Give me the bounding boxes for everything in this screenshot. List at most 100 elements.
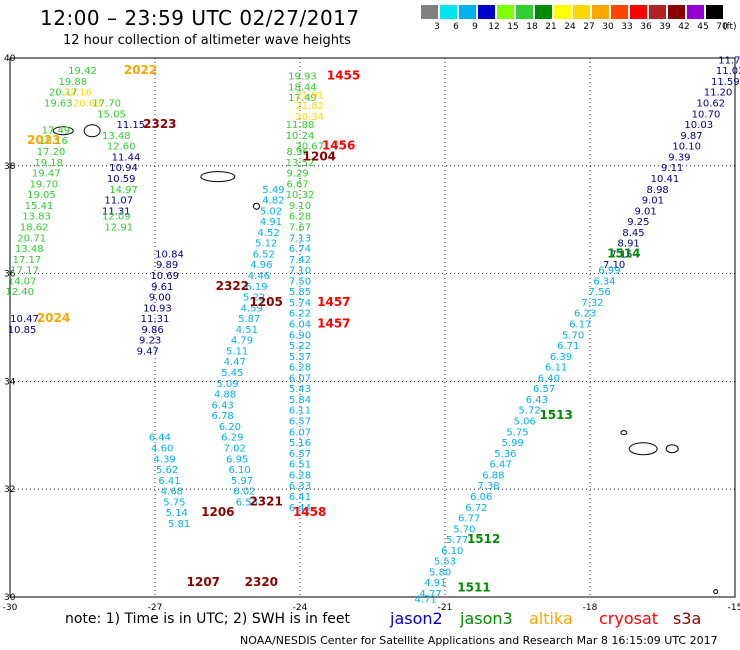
- legend-label: 24: [564, 22, 576, 32]
- legend-label: 33: [621, 22, 633, 32]
- swh-value: 18.62: [20, 222, 49, 233]
- legend-unit: (ft): [723, 22, 737, 32]
- legend-swatch: [630, 5, 647, 19]
- swh-value: 6.11: [289, 406, 311, 417]
- swh-value: 6.07: [289, 427, 311, 438]
- swh-value: 6.39: [550, 352, 572, 363]
- swh-value: 20.17: [49, 88, 78, 99]
- swh-value: 9.11: [661, 163, 683, 174]
- swh-value: 5.43: [289, 384, 311, 395]
- swh-value: 6.04: [289, 320, 311, 331]
- legend-label: 12: [488, 22, 500, 32]
- swh-value: 10.84: [155, 249, 184, 260]
- swh-value: 7.15: [610, 249, 632, 260]
- legend-label: 42: [678, 22, 690, 32]
- swh-value: 5.36: [494, 449, 516, 460]
- swh-value: 10.94: [109, 163, 138, 174]
- lon-label: -30: [3, 603, 18, 613]
- swh-value: 9.01: [642, 196, 664, 207]
- sat-label-altika: altika: [529, 609, 573, 628]
- swh-value: 6.77: [458, 514, 480, 525]
- swh-value: 10.62: [697, 99, 726, 110]
- swh-value: 7.02: [224, 443, 246, 454]
- legend-label: 18: [526, 22, 538, 32]
- swh-value: 15.05: [97, 109, 126, 120]
- lat-label: 32: [4, 485, 15, 495]
- legend-label: 30: [602, 22, 614, 32]
- island-outline: [713, 589, 719, 595]
- swh-value: 11.31: [102, 206, 131, 217]
- swh-value: 6.44: [289, 503, 311, 514]
- swh-value: 6.74: [289, 244, 311, 255]
- swh-value: 11.88: [286, 120, 315, 131]
- swh-value: 17.49: [288, 93, 317, 104]
- swh-value: 19.63: [44, 99, 73, 110]
- pass-time-label: 2323: [143, 117, 176, 131]
- swh-value: 10.69: [150, 271, 179, 282]
- pass-time-label: 2024: [37, 311, 70, 325]
- swh-value: 6.29: [221, 433, 243, 444]
- swh-value: 10.93: [143, 303, 172, 314]
- page-title: 12:00 – 23:59 UTC 02/27/2017: [40, 6, 360, 30]
- legend-swatch: [573, 5, 590, 19]
- pass-time-label: 1206: [201, 505, 234, 519]
- swh-value: 4.51: [236, 325, 258, 336]
- swh-value: 6.02: [233, 487, 255, 498]
- swh-value: 6.47: [489, 460, 511, 471]
- pass-time-label: 1458: [293, 505, 326, 519]
- swh-value: 5.72: [518, 406, 540, 417]
- swh-value: 6.10: [441, 546, 463, 557]
- legend-swatch: [687, 5, 704, 19]
- swh-value: 4.71: [415, 594, 437, 605]
- pass-time-label: 2321: [249, 494, 282, 508]
- swh-value: 6.22: [289, 309, 311, 320]
- swh-value: 4.52: [257, 228, 279, 239]
- swh-value: 7.50: [289, 276, 311, 287]
- swh-value: 7.13: [289, 233, 311, 244]
- island-outline: [83, 124, 101, 138]
- swh-value: 6.40: [538, 373, 560, 384]
- pass-time-label: 1513: [539, 408, 572, 422]
- legend-label: 6: [453, 22, 459, 32]
- pass-time-label: 1455: [327, 69, 360, 83]
- swh-value: 6.41: [158, 476, 180, 487]
- pass-time-label: 1514: [607, 246, 640, 260]
- swh-value: 5.53: [434, 557, 456, 568]
- swh-value: 7.67: [289, 222, 311, 233]
- swh-value: 6.43: [526, 395, 548, 406]
- swh-value: 9.23: [139, 336, 161, 347]
- swh-value: 9.25: [627, 217, 649, 228]
- swh-value: 13.83: [22, 212, 51, 223]
- lat-label: 40: [4, 54, 16, 64]
- pass-time-label: 2322: [216, 279, 249, 293]
- swh-value: 17.49: [42, 125, 71, 136]
- footer-note: note: 1) Time is in UTC; 2) SWH is in fe…: [65, 611, 351, 627]
- swh-value: 19.88: [59, 77, 88, 88]
- swh-value: 5.74: [289, 298, 311, 309]
- lon-label: -21: [438, 603, 453, 613]
- swh-value: 6.88: [482, 470, 504, 481]
- legend-label: 39: [659, 22, 671, 32]
- swh-value: 19.93: [288, 72, 317, 83]
- lon-label: -18: [583, 603, 598, 613]
- swh-value: 7.32: [581, 298, 603, 309]
- swh-value: 9.86: [141, 325, 163, 336]
- lat-label: 38: [4, 162, 16, 172]
- legend-label: 45: [697, 22, 709, 32]
- swh-value: 18.44: [288, 82, 317, 93]
- legend-swatch: [516, 5, 533, 19]
- swh-value: 6.67: [286, 179, 308, 190]
- swh-value: 9.10: [289, 201, 311, 212]
- lon-label: -15: [728, 603, 740, 613]
- swh-value: 6.44: [149, 433, 171, 444]
- swh-value: 15.41: [25, 201, 54, 212]
- swh-value: 5.85: [289, 287, 311, 298]
- legend-swatch: [611, 5, 628, 19]
- swh-value: 13.48: [15, 244, 44, 255]
- sat-label-jason2: jason2: [390, 609, 443, 628]
- swh-value: 4.82: [262, 196, 284, 207]
- swh-value: 4.88: [214, 390, 236, 401]
- swh-value: 6.41: [289, 492, 311, 503]
- legend-label: 9: [472, 22, 478, 32]
- swh-value: 9.00: [149, 293, 171, 304]
